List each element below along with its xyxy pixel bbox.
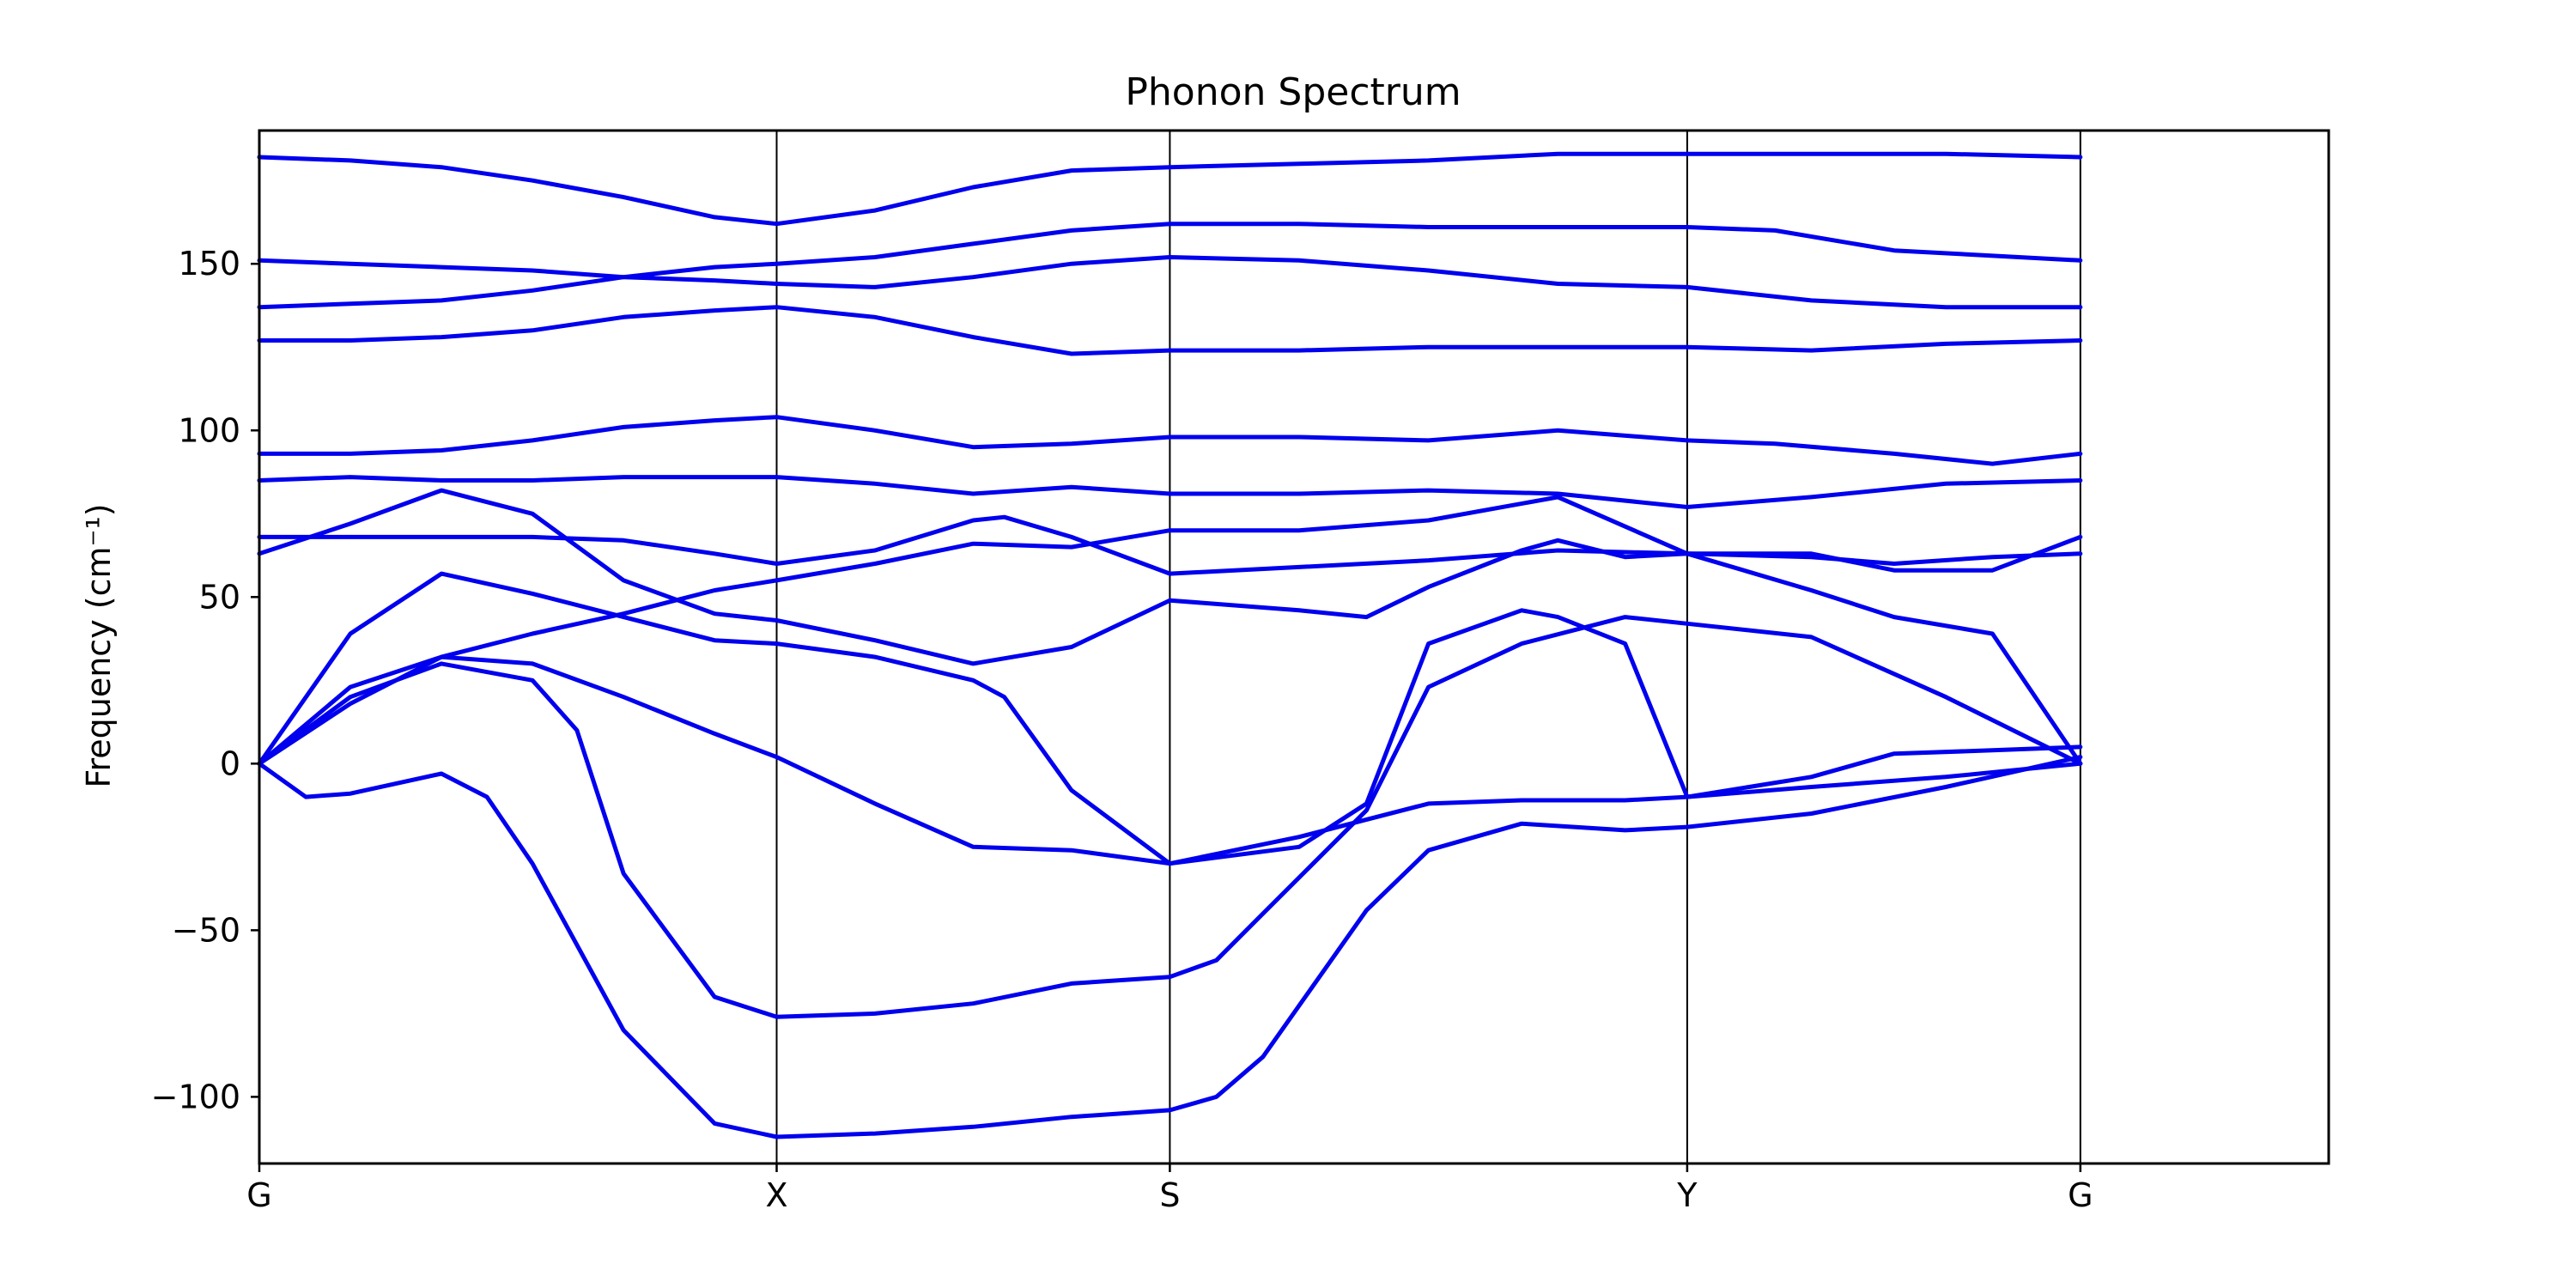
y-tick-label-4: 100 bbox=[178, 411, 240, 449]
band-line-13 bbox=[257, 615, 2083, 1019]
x-tick-label-4: G bbox=[2068, 1176, 2093, 1214]
high-symmetry-lines bbox=[258, 131, 2081, 1163]
band-line-5 bbox=[257, 415, 2083, 466]
band-line-10 bbox=[257, 654, 2083, 866]
y-tick-label-3: 50 bbox=[199, 578, 240, 616]
band-line-1 bbox=[257, 151, 2083, 227]
x-tick-label-1: X bbox=[765, 1176, 787, 1214]
band-line-11 bbox=[257, 495, 2083, 766]
band-lines bbox=[257, 151, 2083, 1139]
band-line-8 bbox=[257, 488, 2083, 666]
y-axis-label: Frequency (cm⁻¹) bbox=[80, 503, 118, 787]
band-line-12 bbox=[257, 755, 2083, 1139]
band-line-7 bbox=[257, 514, 2083, 576]
band-line-6 bbox=[257, 475, 2083, 509]
plot-frame bbox=[258, 129, 2330, 1165]
x-tick-label-3: Y bbox=[1676, 1176, 1698, 1214]
chart-title: Phonon Spectrum bbox=[1125, 70, 1461, 114]
y-tick-label-5: 150 bbox=[178, 245, 240, 283]
band-line-3 bbox=[257, 222, 2083, 310]
y-tick-label-0: −100 bbox=[151, 1078, 240, 1115]
x-tick-label-0: G bbox=[246, 1176, 271, 1214]
band-line-4 bbox=[257, 305, 2083, 356]
y-axis: −100 −50 0 50 100 150 bbox=[151, 245, 259, 1115]
y-tick-label-1: −50 bbox=[172, 911, 240, 949]
band-line-2 bbox=[257, 255, 2083, 310]
x-tick-label-2: S bbox=[1159, 1176, 1180, 1214]
y-tick-label-2: 0 bbox=[220, 744, 240, 782]
